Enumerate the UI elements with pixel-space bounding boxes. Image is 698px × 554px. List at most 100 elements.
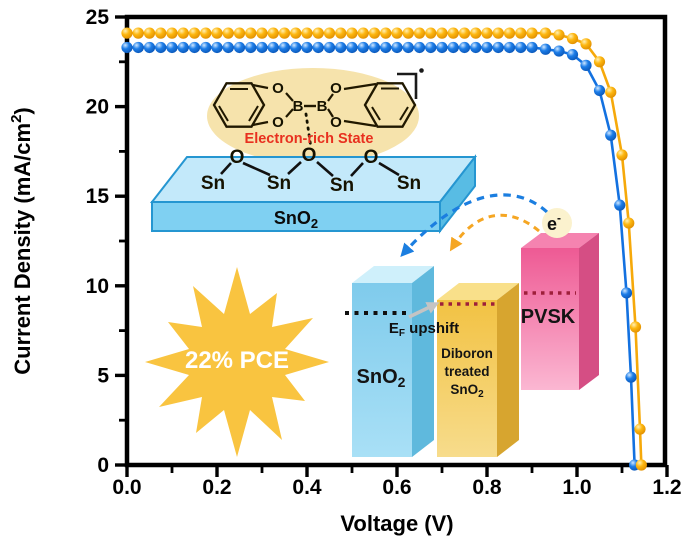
pristine-sno2-device-data-point xyxy=(566,49,579,61)
x-tick-label: 0.2 xyxy=(202,476,231,499)
pristine-sno2-device-data-point xyxy=(357,41,369,54)
pvsk-bar-top-face xyxy=(521,233,599,248)
diboron-treated-sno2-device-data-point xyxy=(312,27,324,39)
benzene-right-inner-bond xyxy=(371,106,381,121)
diboron-treated-sno2-device-data-point xyxy=(188,27,201,39)
radical-bracket xyxy=(397,72,418,99)
pristine-sno2-device-data-point xyxy=(155,41,167,54)
benzene-ring-left xyxy=(212,82,266,128)
diboron-treated-sno2-device-data-point xyxy=(413,27,426,39)
diboron-treated-sno2-device-data-point xyxy=(623,217,635,229)
diboron-bar-label-line1: Diboron xyxy=(441,346,493,361)
pvsk-bar-front-face xyxy=(521,248,579,390)
x-tick-label: 0.8 xyxy=(472,476,502,499)
diboron-bar-label-line3-subscript: 2 xyxy=(478,389,484,400)
diboron-treated-sno2-device-data-point xyxy=(132,27,144,39)
pristine-sno2-device-data-point xyxy=(177,41,189,54)
sn-o-bond xyxy=(220,162,232,175)
y-tick-label: 10 xyxy=(86,275,109,298)
diboron-bar-side-face xyxy=(497,283,519,457)
y-tick-label: 0 xyxy=(97,454,109,477)
diboron-treated-sno2-device-data-point xyxy=(526,27,538,39)
x-tick-label: 0.4 xyxy=(292,476,322,499)
pristine-sno2-device-data-point xyxy=(580,59,592,71)
diboron-treated-sno2-device-data-point xyxy=(290,27,302,39)
jv-curves xyxy=(121,27,647,471)
pristine-sno2-device-data-point xyxy=(470,41,482,54)
pristine-sno2-device-data-point xyxy=(312,41,324,54)
bond-ring-o xyxy=(252,120,269,127)
diboron-bar-label-line3: SnO2 xyxy=(450,382,484,400)
pristine-sno2-device-data-point xyxy=(526,41,538,54)
pristine-sno2-device-data-point xyxy=(620,287,633,299)
ef-upshift-arrow xyxy=(408,302,440,319)
diboron-treated-sno2-device-data-point xyxy=(580,38,592,50)
electron-rich-state-label: Electron-rich State xyxy=(245,131,374,147)
pristine-sno2-device-data-point xyxy=(380,41,392,54)
boron-label: B xyxy=(317,98,328,115)
y-axis-title-main: Current Density (mA/cm xyxy=(10,123,35,375)
slab-label-subscript: 2 xyxy=(311,216,318,231)
pristine-sno2-device-data-point xyxy=(301,41,313,54)
pristine-sno2-device-data-point xyxy=(515,41,527,54)
diboron-treated-sno2-device-data-point xyxy=(177,27,189,39)
sn-atom-label: Sn xyxy=(397,173,421,194)
diboron-treated-sno2-device-data-point xyxy=(166,27,178,39)
pristine-sno2-device-data-point xyxy=(188,41,201,54)
pristine-sno2-device-data-point xyxy=(211,41,223,54)
y-axis-title-superscript: 2 xyxy=(8,115,25,123)
pristine-sno2-device-data-point xyxy=(132,41,144,54)
pristine-sno2-device-data-point xyxy=(593,84,606,97)
electron-label: e- xyxy=(547,211,561,234)
bond-ring-o xyxy=(252,83,269,90)
sno2-bar-side-face xyxy=(412,266,434,457)
pristine-sno2-device-data-point xyxy=(166,41,178,54)
diboron-treated-sno2-device-data-point xyxy=(233,27,246,39)
electron-label-main: e xyxy=(547,214,557,234)
y-tick-label: 20 xyxy=(86,96,109,119)
pristine-sno2-device-data-point xyxy=(143,41,156,54)
diboron-treated-sno2-device-data-point xyxy=(368,27,381,39)
electron-transfer-arrow-blue xyxy=(400,193,549,258)
diboron-treated-sno2-device-data-point xyxy=(200,27,212,39)
bond-o-ring xyxy=(343,119,377,128)
pristine-sno2-device-data-point xyxy=(481,41,493,54)
diboron-treated-sno2-device-data-point xyxy=(335,27,347,39)
diboron-treated-sno2-device-data-point xyxy=(425,27,437,39)
pristine-sno2-device-data-point xyxy=(256,41,268,54)
diboron-treated-sno2-device-data-point xyxy=(553,29,565,41)
y-tick-label: 15 xyxy=(86,185,110,208)
sno2-bar-top-face xyxy=(352,266,434,283)
diboron-treated-sno2-device-data-point xyxy=(121,27,133,39)
electron-circle xyxy=(542,208,572,238)
pristine-sno2-device-data-point xyxy=(503,41,516,54)
oxygen-label: O xyxy=(272,114,284,131)
oxygen-label: O xyxy=(330,80,342,97)
diboron-treated-sno2-device-data-point xyxy=(402,27,414,39)
pristine-sno2-device-data-point xyxy=(200,41,212,54)
diboron-treated-sno2-device-data-point xyxy=(256,27,268,39)
pristine-sno2-device-data-point xyxy=(436,41,448,54)
pce-starburst: 22% PCE xyxy=(145,267,329,457)
pristine-sno2-device-data-point xyxy=(267,41,279,54)
ef-label-main: E xyxy=(389,320,399,337)
pce-badge-label: 22% PCE xyxy=(185,347,289,374)
slab-front-face xyxy=(151,201,441,232)
bond-b-o xyxy=(327,108,334,118)
diboron-bar-front-face xyxy=(437,300,497,457)
starburst-shape xyxy=(145,267,329,457)
electron-label-superscript: - xyxy=(557,211,561,225)
diboron-treated-sno2-device-data-point xyxy=(634,423,646,435)
x-tick-label: 0.6 xyxy=(382,476,411,499)
pristine-sno2-device-data-point xyxy=(391,41,403,54)
diboron-treated-sno2-device-data-point xyxy=(539,27,552,39)
o-atom-label: O xyxy=(230,147,245,168)
sn-o-bond xyxy=(287,161,302,175)
bond-o-b xyxy=(285,108,294,118)
diboron-treated-sno2-device-data-point xyxy=(323,27,336,39)
diboron-treated-sno2-device-data-point xyxy=(143,27,156,39)
o-atom-label: O xyxy=(364,147,379,168)
diboron-treated-sno2-device-data-point xyxy=(492,27,504,39)
pristine-sno2-device-data-point xyxy=(447,41,459,54)
